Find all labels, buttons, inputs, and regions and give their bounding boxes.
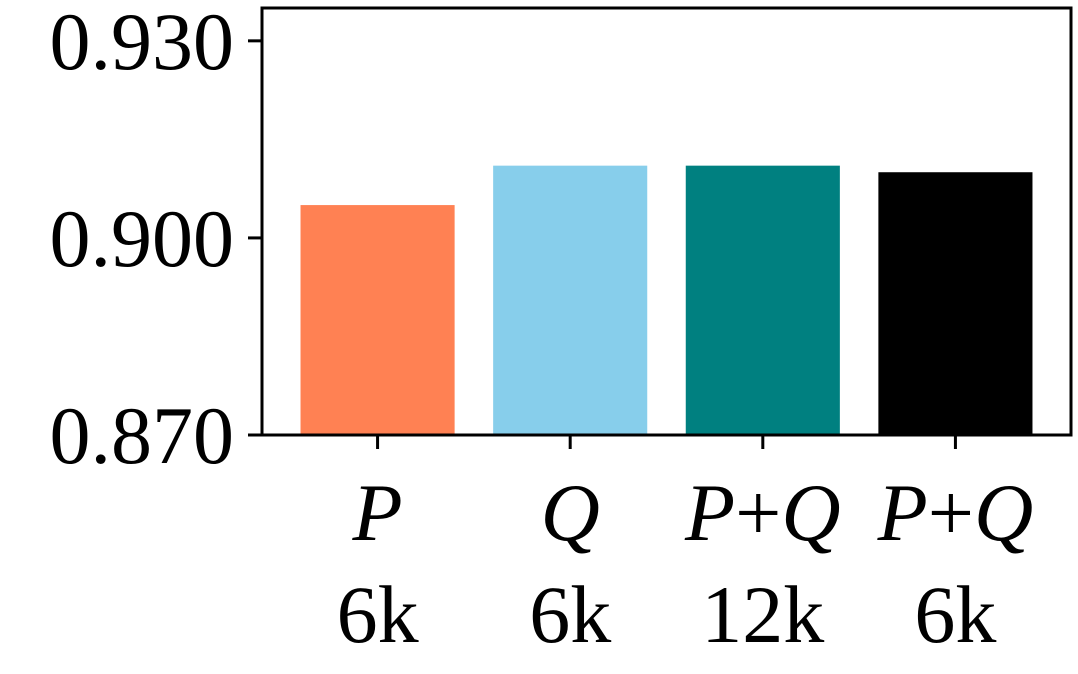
y-tick-label-3: 0.930 (50, 0, 235, 87)
bar-2 (493, 165, 648, 435)
x-axis: P 6k Q 6k P+Q 12k P+Q 6k (337, 435, 1034, 660)
x-tick-label-2: Q (541, 467, 600, 558)
bar-1 (300, 205, 455, 435)
y-tick-label-2: 0.900 (50, 193, 235, 284)
x-tick-sublabel-2: 6k (529, 569, 611, 660)
x-tick-sublabel-4: 6k (914, 569, 996, 660)
x-tick-label-4: P+Q (877, 467, 1034, 558)
x-tick-sublabel-3: 12k (701, 569, 824, 660)
bar-4 (878, 172, 1033, 435)
bar-3 (685, 165, 840, 435)
x-tick-sublabel-1: 6k (337, 569, 419, 660)
plot-frame (260, 6, 1073, 437)
x-tick-label-3: P+Q (684, 467, 841, 558)
bars-group (300, 165, 1033, 435)
y-axis: 0.870 0.900 0.930 (50, 0, 262, 481)
y-tick-label-1: 0.870 (50, 390, 235, 481)
x-tick-label-1: P (352, 467, 403, 558)
